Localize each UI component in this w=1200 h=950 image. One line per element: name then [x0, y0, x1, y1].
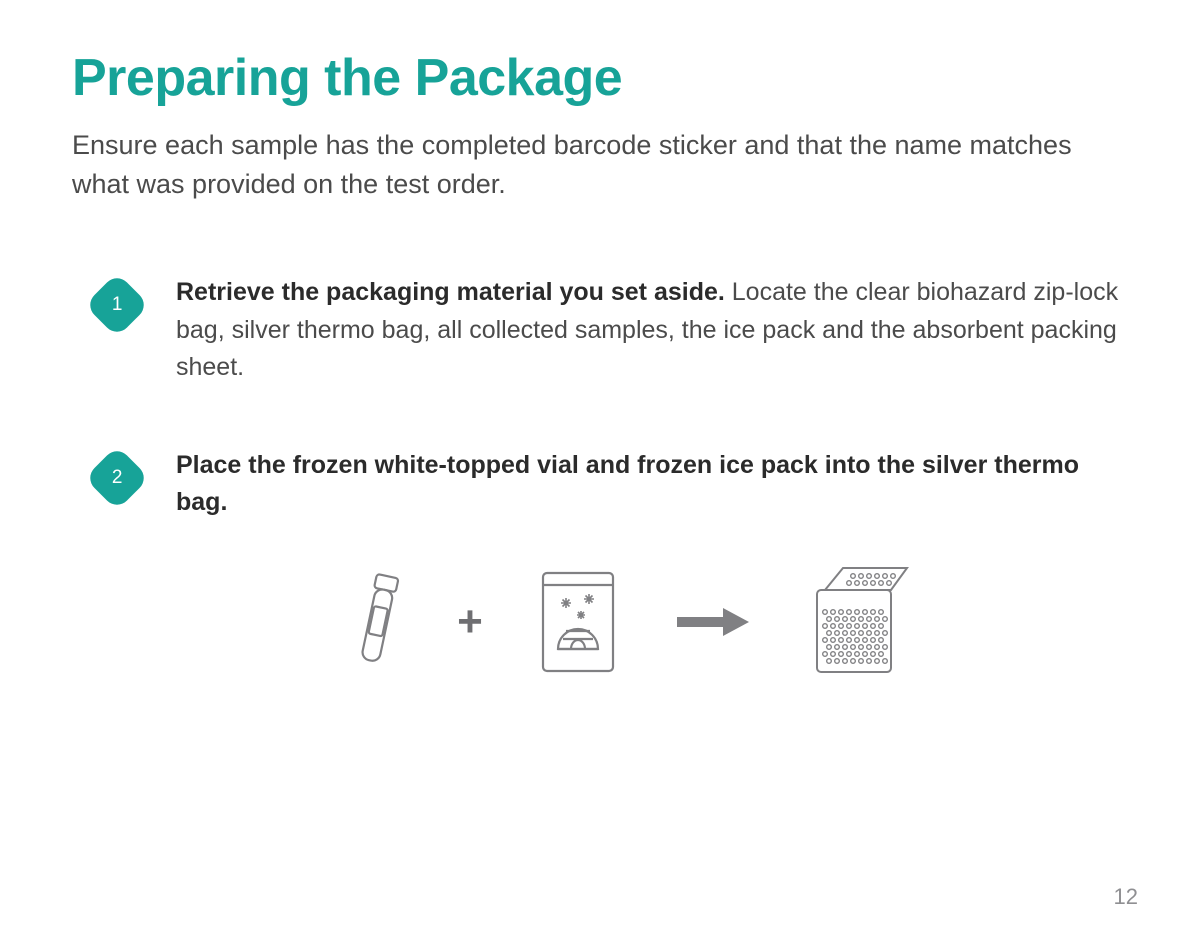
vial-icon [347, 567, 407, 677]
ice-pack-icon [533, 567, 623, 677]
arrow-icon [673, 602, 753, 642]
plus-icon: + [457, 597, 483, 647]
thermo-bag-icon [803, 562, 913, 682]
page-title: Preparing the Package [72, 48, 1128, 108]
step-2-text: Place the frozen white-topped vial and f… [176, 447, 1128, 522]
step-2-bold: Place the frozen white-topped vial and f… [176, 451, 1079, 517]
step-2: 2 Place the frozen white-topped vial and… [72, 447, 1128, 522]
page-subtitle: Ensure each sample has the completed bar… [72, 126, 1128, 204]
step-badge-2: 2 [84, 445, 149, 510]
step-number-1: 1 [112, 294, 123, 316]
step-number-2: 2 [112, 467, 123, 489]
icon-row: + [132, 562, 1128, 682]
step-1-text: Retrieve the packaging material you set … [176, 274, 1128, 387]
page-number: 12 [1114, 884, 1138, 910]
step-badge-1: 1 [84, 273, 149, 338]
step-1: 1 Retrieve the packaging material you se… [72, 274, 1128, 387]
step-1-bold: Retrieve the packaging material you set … [176, 278, 725, 306]
